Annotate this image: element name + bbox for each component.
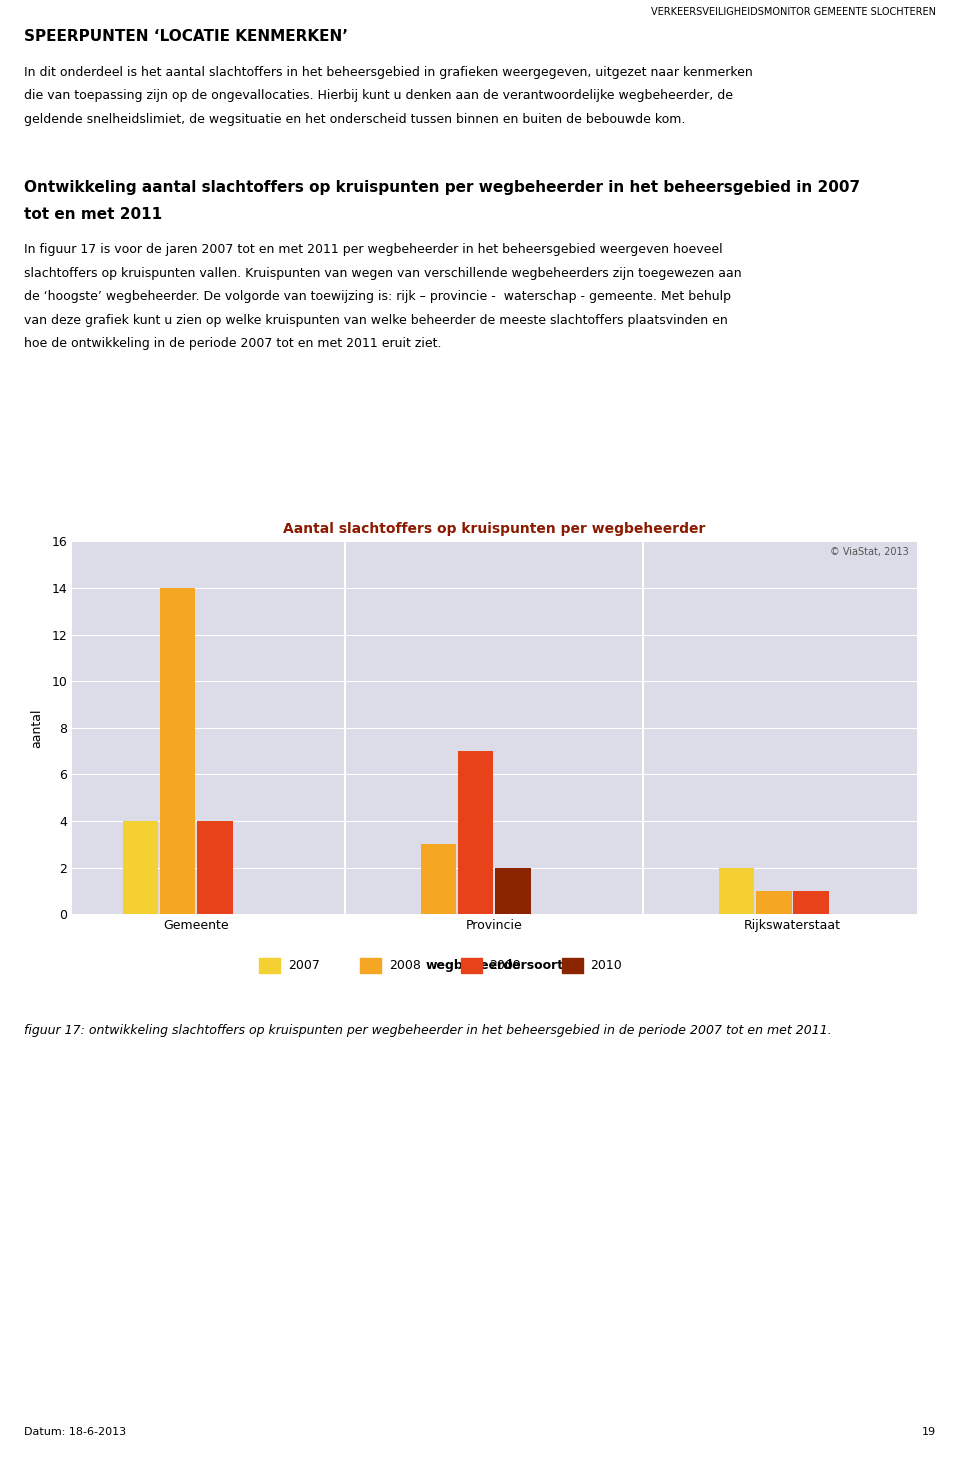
Text: van deze grafiek kunt u zien op welke kruispunten van welke beheerder de meeste : van deze grafiek kunt u zien op welke kr… [24, 313, 728, 326]
Text: de ‘hoogste’ wegbeheerder. De volgorde van toewijzing is: rijk – provincie -  wa: de ‘hoogste’ wegbeheerder. De volgorde v… [24, 290, 731, 303]
Text: hoe de ontwikkeling in de periode 2007 tot en met 2011 eruit ziet.: hoe de ontwikkeling in de periode 2007 t… [24, 336, 442, 350]
Bar [719, 868, 755, 914]
Text: die van toepassing zijn op de ongevallocaties. Hierbij kunt u denken aan de vera: die van toepassing zijn op de ongevalloc… [24, 89, 733, 102]
Bar [123, 821, 158, 914]
Text: © ViaStat, 2013: © ViaStat, 2013 [829, 547, 908, 557]
Text: VERKEERSVEILIGHEIDSMONITOR GEMEENTE SLOCHTEREN: VERKEERSVEILIGHEIDSMONITOR GEMEENTE SLOC… [651, 6, 936, 16]
Text: 2010: 2010 [590, 960, 622, 971]
Text: SPEERPUNTEN ‘LOCATIE KENMERKEN’: SPEERPUNTEN ‘LOCATIE KENMERKEN’ [24, 29, 348, 44]
Bar [495, 868, 531, 914]
Text: In figuur 17 is voor de jaren 2007 tot en met 2011 per wegbeheerder in het behee: In figuur 17 is voor de jaren 2007 tot e… [24, 243, 723, 256]
Text: 2008: 2008 [389, 960, 420, 971]
Bar [197, 821, 232, 914]
Title: Aantal slachtoffers op kruispunten per wegbeheerder: Aantal slachtoffers op kruispunten per w… [283, 522, 706, 535]
Text: geldende snelheidslimiet, de wegsituatie en het onderscheid tussen binnen en bui: geldende snelheidslimiet, de wegsituatie… [24, 113, 685, 126]
Text: In dit onderdeel is het aantal slachtoffers in het beheersgebied in grafieken we: In dit onderdeel is het aantal slachtoff… [24, 66, 753, 79]
Text: 2009: 2009 [490, 960, 521, 971]
Text: Datum: 18-6-2013: Datum: 18-6-2013 [24, 1426, 126, 1437]
Bar [458, 751, 493, 914]
Text: 19: 19 [922, 1426, 936, 1437]
Bar [160, 588, 195, 914]
Text: 2007: 2007 [288, 960, 320, 971]
Bar [420, 844, 456, 914]
Text: slachtoffers op kruispunten vallen. Kruispunten van wegen van verschillende wegb: slachtoffers op kruispunten vallen. Krui… [24, 266, 742, 279]
Text: wegbeheerdersoort: wegbeheerdersoort [425, 960, 564, 971]
Text: figuur 17: ontwikkeling slachtoffers op kruispunten per wegbeheerder in het behe: figuur 17: ontwikkeling slachtoffers op … [24, 1024, 831, 1037]
Bar [756, 891, 792, 914]
Y-axis label: aantal: aantal [30, 708, 43, 748]
Bar [794, 891, 828, 914]
Text: tot en met 2011: tot en met 2011 [24, 206, 162, 222]
Text: Ontwikkeling aantal slachtoffers op kruispunten per wegbeheerder in het beheersg: Ontwikkeling aantal slachtoffers op krui… [24, 180, 860, 195]
